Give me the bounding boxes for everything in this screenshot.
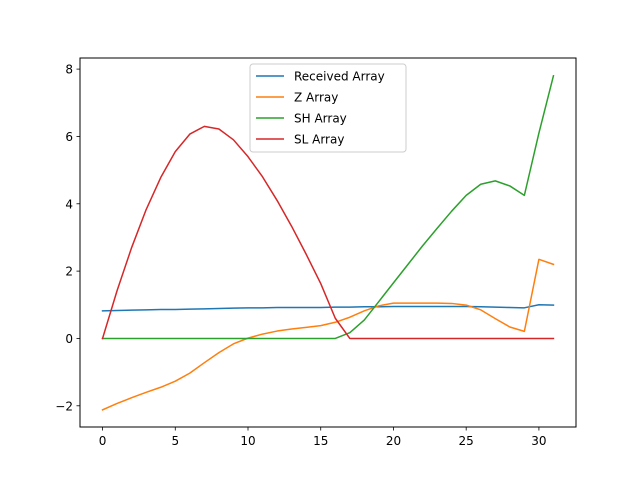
x-tick-label: 10 — [240, 434, 255, 448]
y-tick-label: 4 — [65, 197, 73, 211]
series-line-sl-array — [101, 125, 555, 340]
legend: Received Array Z Array SH Array SL Array — [249, 63, 407, 153]
series-line-received-array — [101, 304, 555, 312]
y-tick-label: −2 — [55, 399, 73, 413]
x-tick-label: 25 — [459, 434, 474, 448]
series-line-z-array — [101, 258, 555, 411]
y-axis: −2 0 2 4 6 8 — [55, 63, 80, 413]
y-tick-label: 8 — [65, 63, 73, 77]
series-line-sh-array — [101, 74, 555, 340]
x-tick-label: 15 — [313, 434, 328, 448]
series-layer — [101, 74, 555, 411]
y-tick-label: 2 — [65, 265, 73, 279]
y-tick-label: 0 — [65, 332, 73, 346]
legend-label: Received Array — [294, 70, 385, 84]
x-tick-label: 0 — [99, 434, 107, 448]
x-tick-label: 20 — [386, 434, 401, 448]
x-tick-label: 30 — [531, 434, 546, 448]
legend-label: Z Array — [294, 91, 338, 105]
y-tick-label: 6 — [65, 130, 73, 144]
axes-frame — [79, 57, 577, 428]
legend-label: SH Array — [294, 112, 347, 126]
x-tick-label: 5 — [171, 434, 179, 448]
x-axis: 0 5 10 15 20 25 30 — [99, 427, 547, 448]
legend-label: SL Array — [294, 133, 344, 147]
legend-box — [249, 63, 407, 153]
